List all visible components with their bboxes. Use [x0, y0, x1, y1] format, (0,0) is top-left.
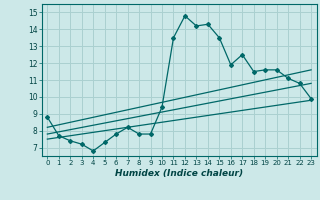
X-axis label: Humidex (Indice chaleur): Humidex (Indice chaleur)	[115, 169, 243, 178]
